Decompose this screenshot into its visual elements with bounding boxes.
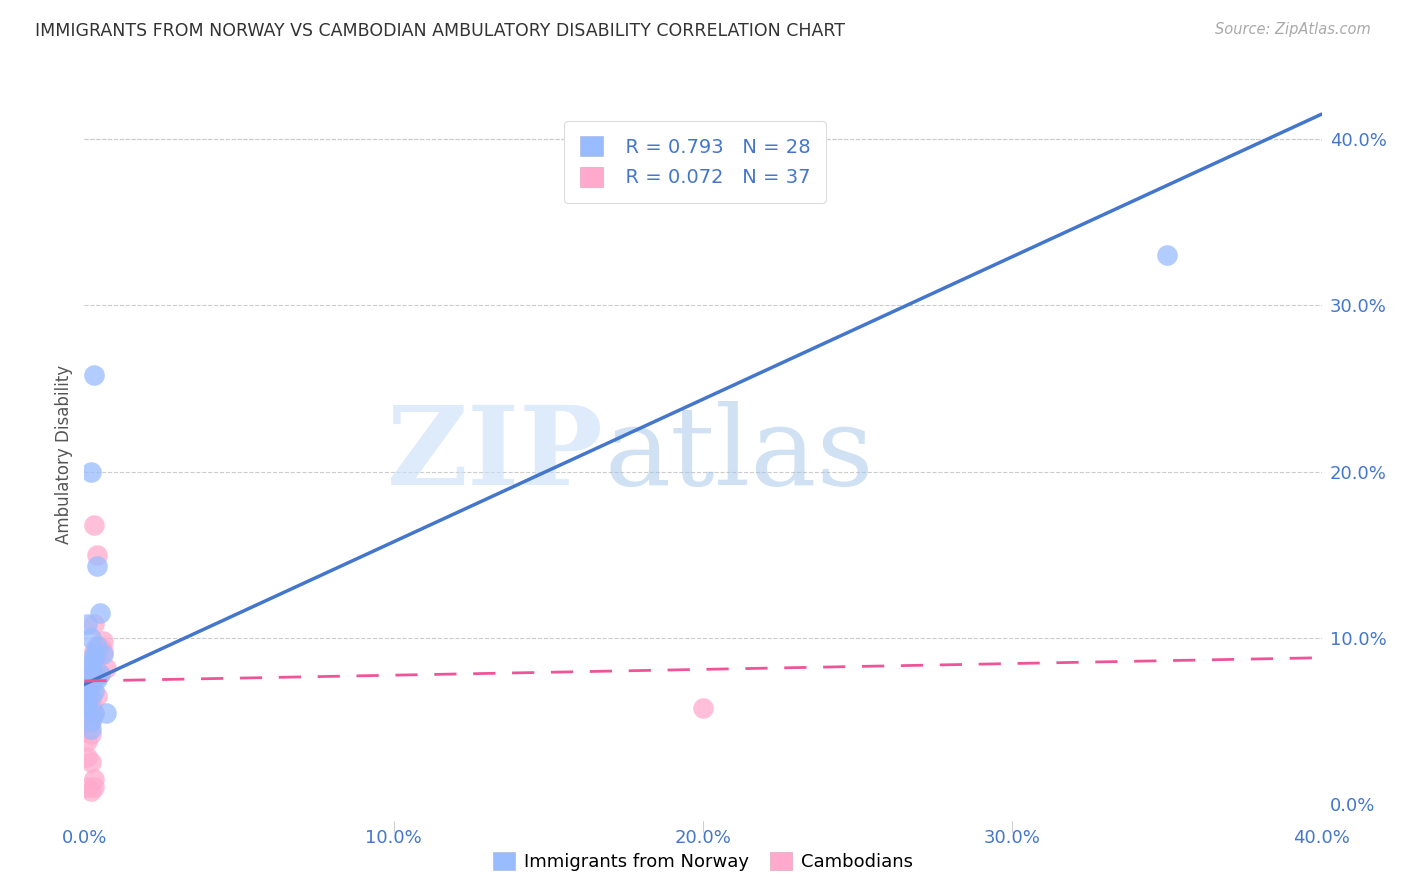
Point xyxy=(86,650,108,665)
Point xyxy=(86,673,108,687)
Point xyxy=(91,648,114,662)
Point xyxy=(76,750,98,764)
Point xyxy=(83,656,105,670)
Point xyxy=(89,639,111,653)
Point xyxy=(86,644,108,658)
Point xyxy=(76,684,98,698)
Point xyxy=(83,673,105,687)
Point xyxy=(83,517,105,532)
Point xyxy=(692,700,714,714)
Point xyxy=(94,706,117,720)
Point xyxy=(79,723,101,737)
Point xyxy=(94,661,117,675)
Point xyxy=(83,706,105,720)
Point xyxy=(76,717,98,731)
Point xyxy=(83,667,105,681)
Point xyxy=(83,644,105,658)
Point xyxy=(76,734,98,748)
Point xyxy=(76,617,98,632)
Point xyxy=(86,689,108,703)
Point xyxy=(76,706,98,720)
Point xyxy=(83,648,105,662)
Point xyxy=(79,756,101,770)
Point xyxy=(89,667,111,681)
Y-axis label: Ambulatory Disability: Ambulatory Disability xyxy=(55,366,73,544)
Point xyxy=(79,689,101,703)
Point xyxy=(79,677,101,691)
Text: Source: ZipAtlas.com: Source: ZipAtlas.com xyxy=(1215,22,1371,37)
Point xyxy=(86,559,108,574)
Point xyxy=(79,694,101,708)
Point xyxy=(83,706,105,720)
Point xyxy=(79,656,101,670)
Point xyxy=(79,710,101,724)
Point xyxy=(79,631,101,645)
Point xyxy=(83,772,105,786)
Point xyxy=(86,648,108,662)
Point xyxy=(83,368,105,383)
Point xyxy=(79,783,101,797)
Point xyxy=(79,677,101,691)
Text: IMMIGRANTS FROM NORWAY VS CAMBODIAN AMBULATORY DISABILITY CORRELATION CHART: IMMIGRANTS FROM NORWAY VS CAMBODIAN AMBU… xyxy=(35,22,845,40)
Text: ZIP: ZIP xyxy=(387,401,605,508)
Point xyxy=(83,780,105,795)
Point xyxy=(79,700,101,714)
Point xyxy=(79,714,101,728)
Point xyxy=(79,714,101,728)
Point xyxy=(91,634,114,648)
Point xyxy=(76,684,98,698)
Point xyxy=(86,548,108,562)
Point xyxy=(83,650,105,665)
Point xyxy=(79,465,101,479)
Point xyxy=(86,639,108,653)
Point xyxy=(76,723,98,737)
Point xyxy=(89,667,111,681)
Point xyxy=(83,664,105,678)
Point xyxy=(91,644,114,658)
Point xyxy=(79,698,101,712)
Point xyxy=(76,700,98,714)
Legend:   R = 0.793   N = 28,   R = 0.072   N = 37: R = 0.793 N = 28, R = 0.072 N = 37 xyxy=(564,120,827,202)
Text: atlas: atlas xyxy=(605,401,873,508)
Point xyxy=(76,681,98,695)
Point xyxy=(79,677,101,691)
Point xyxy=(76,698,98,712)
Point xyxy=(1156,248,1178,262)
Point xyxy=(76,780,98,795)
Point xyxy=(79,727,101,741)
Point xyxy=(83,684,105,698)
Point xyxy=(76,673,98,687)
Point xyxy=(89,606,111,620)
Point xyxy=(83,617,105,632)
Point xyxy=(79,661,101,675)
Legend: Immigrants from Norway, Cambodians: Immigrants from Norway, Cambodians xyxy=(485,845,921,879)
